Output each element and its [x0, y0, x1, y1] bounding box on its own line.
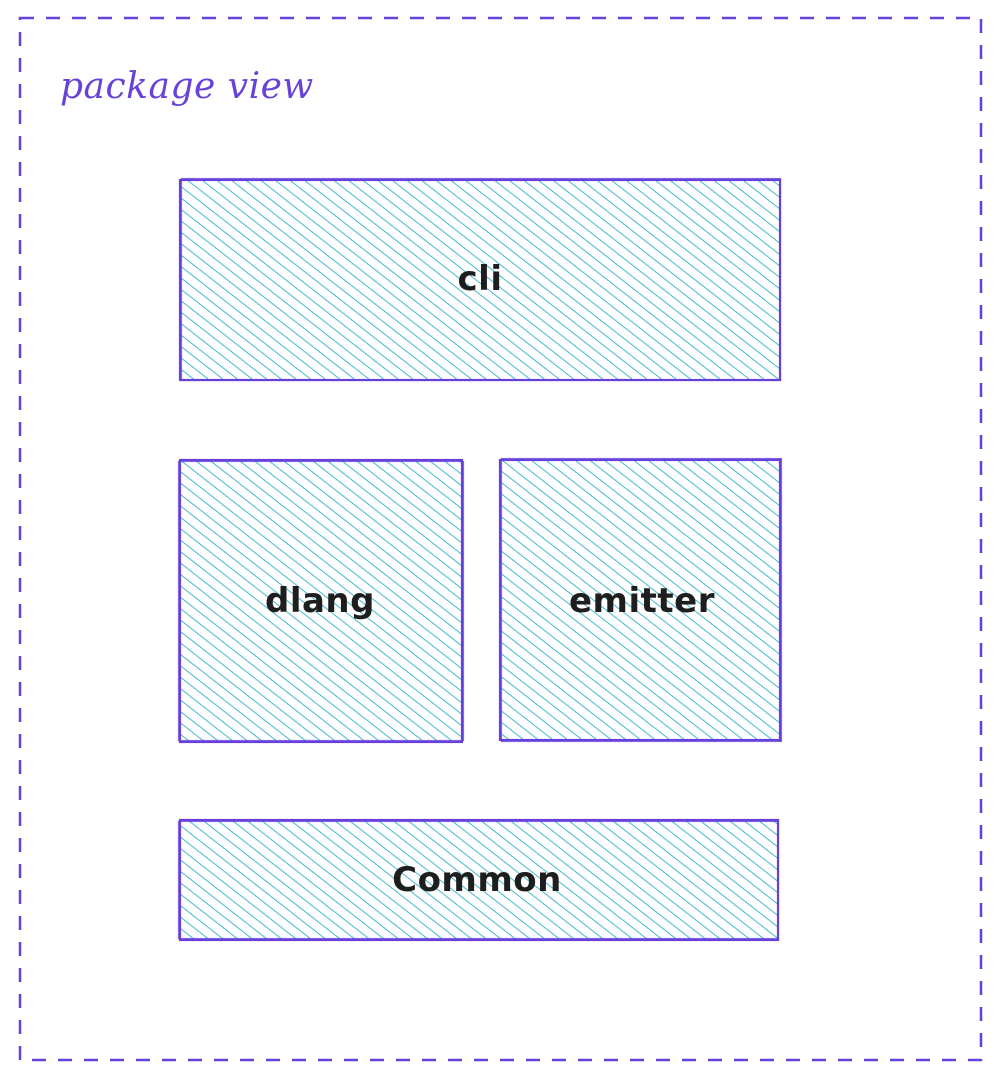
package-box-common: Common — [177, 818, 780, 942]
dlang-box-fill — [180, 460, 462, 742]
emitter-box-label: emitter — [569, 581, 715, 621]
emitter-box-border — [498, 458, 782, 742]
frame-title: package view — [60, 66, 314, 107]
dlang-box-border-sketch — [177, 460, 465, 742]
cli-box-label: cli — [458, 259, 503, 299]
common-box-fill — [180, 820, 778, 940]
common-box-border-sketch — [177, 820, 780, 940]
common-box-label: Common — [392, 860, 562, 900]
package-box-cli: cli — [178, 177, 782, 382]
dlang-box-border — [178, 458, 464, 744]
package-box-dlang: dlang — [177, 458, 465, 744]
cli-box-fill — [180, 180, 780, 380]
dlang-box-label: dlang — [265, 581, 375, 621]
frame-border — [18, 16, 983, 1062]
package-view-frame: package view — [18, 16, 983, 1062]
package-box-emitter: emitter — [498, 457, 783, 743]
emitter-box-border-sketch — [500, 457, 783, 743]
cli-box-border-sketch — [180, 177, 782, 382]
emitter-box-fill — [500, 460, 780, 740]
